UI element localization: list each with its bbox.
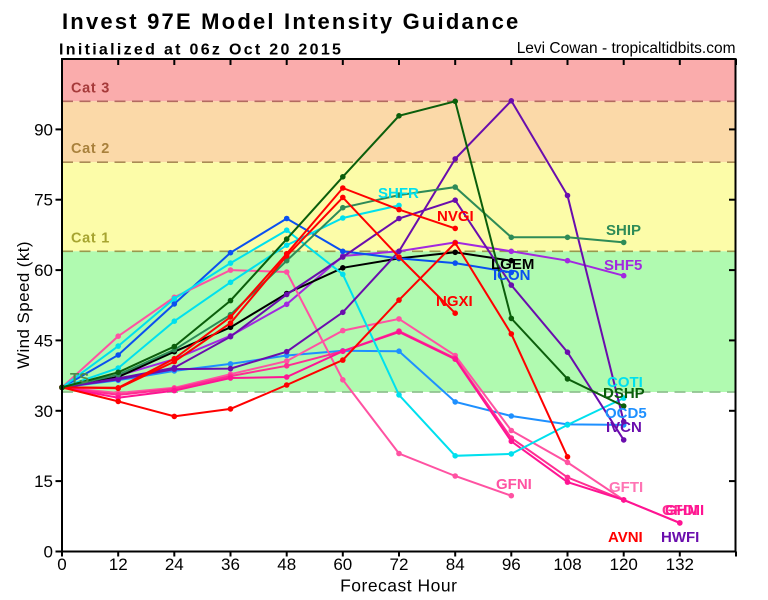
svg-text:132: 132	[666, 555, 694, 574]
svg-text:TS: TS	[70, 370, 89, 387]
svg-text:DSHP: DSHP	[603, 385, 645, 402]
svg-text:GFTI: GFTI	[609, 479, 643, 496]
svg-text:NGXI: NGXI	[436, 293, 473, 310]
svg-text:75: 75	[34, 191, 53, 210]
svg-text:ICON: ICON	[493, 267, 531, 284]
svg-text:SHF5: SHF5	[604, 257, 642, 274]
svg-text:Levi Cowan - tropicaltidbits.c: Levi Cowan - tropicaltidbits.com	[517, 40, 736, 57]
svg-text:0: 0	[44, 543, 53, 562]
svg-text:OCD5: OCD5	[605, 405, 647, 422]
svg-text:Cat 1: Cat 1	[71, 230, 110, 246]
svg-text:Wind Speed (kt): Wind Speed (kt)	[14, 241, 33, 369]
svg-text:72: 72	[390, 555, 409, 574]
svg-text:60: 60	[333, 555, 352, 574]
svg-text:COTI: COTI	[607, 374, 643, 391]
svg-text:90: 90	[34, 120, 53, 139]
svg-text:12: 12	[109, 555, 128, 574]
svg-text:GHMI: GHMI	[665, 502, 704, 519]
svg-text:84: 84	[446, 555, 465, 574]
svg-text:HWFI: HWFI	[661, 529, 699, 546]
svg-text:Cat 3: Cat 3	[71, 80, 110, 96]
svg-text:SHFR: SHFR	[378, 185, 419, 202]
svg-text:96: 96	[502, 555, 521, 574]
svg-text:GFNI: GFNI	[496, 476, 532, 493]
svg-text:45: 45	[34, 331, 53, 350]
svg-text:IVCN: IVCN	[606, 419, 642, 436]
svg-text:NVGI: NVGI	[437, 208, 474, 225]
svg-text:Cat 2: Cat 2	[71, 141, 110, 157]
svg-text:24: 24	[165, 555, 184, 574]
svg-text:LGEM: LGEM	[491, 256, 534, 273]
svg-text:15: 15	[34, 472, 53, 491]
svg-text:36: 36	[221, 555, 240, 574]
svg-text:120: 120	[610, 555, 638, 574]
svg-text:Invest 97E Model Intensity Gui: Invest 97E Model Intensity Guidance	[62, 9, 520, 34]
svg-text:Forecast Hour: Forecast Hour	[340, 576, 457, 596]
svg-text:0: 0	[57, 555, 66, 574]
svg-text:GFDI: GFDI	[662, 502, 698, 519]
svg-text:60: 60	[34, 261, 53, 280]
svg-text:AVNI: AVNI	[608, 529, 643, 546]
svg-text:108: 108	[553, 555, 581, 574]
svg-text:48: 48	[277, 555, 296, 574]
svg-text:SHIP: SHIP	[606, 222, 641, 239]
svg-text:Initialized at 06z Oct 20 2015: Initialized at 06z Oct 20 2015	[59, 42, 343, 59]
svg-text:30: 30	[34, 402, 53, 421]
